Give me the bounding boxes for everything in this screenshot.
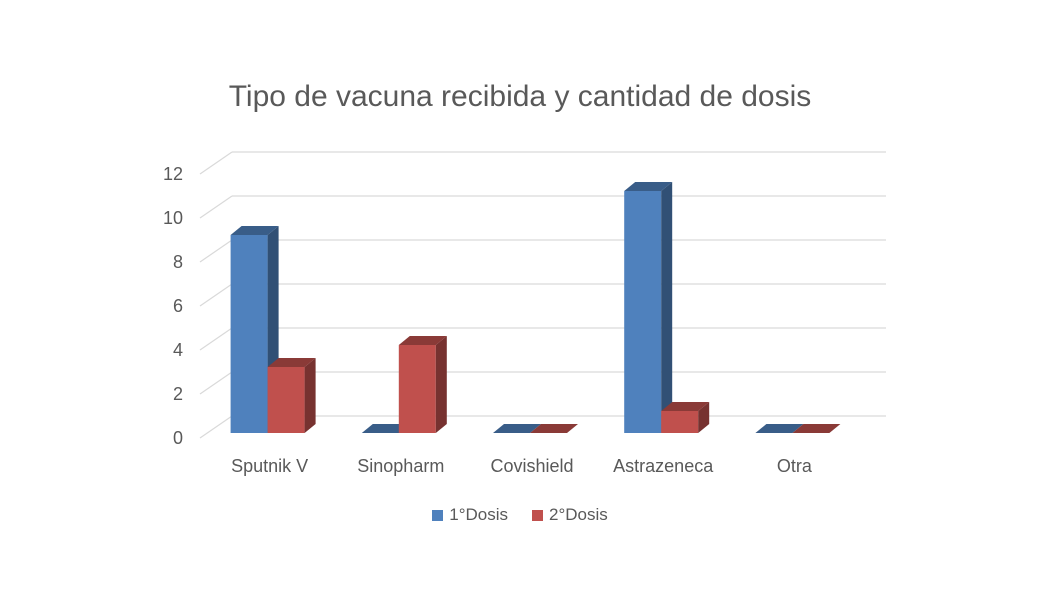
legend: 1°Dosis 2°Dosis xyxy=(0,505,1040,525)
bar-front-face xyxy=(398,345,436,433)
legend-item-series-2: 2°Dosis xyxy=(532,505,608,525)
bars xyxy=(230,182,841,433)
gridline-side-12 xyxy=(199,151,233,175)
bar-top-face xyxy=(230,226,279,235)
bar-top-face xyxy=(267,358,316,367)
bar-top-face xyxy=(493,424,541,433)
y-axis-ticks: 0 2 4 6 8 10 12 xyxy=(163,164,183,448)
legend-label-series-2: 2°Dosis xyxy=(549,505,608,524)
bar-front-face xyxy=(661,411,699,433)
y-tick-label: 6 xyxy=(173,296,183,316)
y-tick-label: 4 xyxy=(173,340,183,360)
x-category-label: Sinopharm xyxy=(357,456,444,476)
gridline-side-6 xyxy=(199,283,233,307)
x-category-label: Otra xyxy=(777,456,813,476)
x-category-label: Sputnik V xyxy=(231,456,308,476)
bar-top-face xyxy=(792,424,841,433)
bar-otra-series-2 xyxy=(792,424,841,433)
bar-side-face xyxy=(304,358,316,433)
legend-item-series-1: 1°Dosis xyxy=(432,505,508,525)
y-tick-label: 0 xyxy=(173,428,183,448)
bar-front-face xyxy=(230,235,268,433)
bar-astrazeneca-series-1 xyxy=(624,182,673,433)
legend-label-series-1: 1°Dosis xyxy=(449,505,508,524)
bar-side-face xyxy=(698,402,710,433)
y-tick-label: 10 xyxy=(163,208,183,228)
gridline-side-2 xyxy=(199,371,233,395)
gridline-side-10 xyxy=(199,195,233,219)
y-tick-label: 2 xyxy=(173,384,183,404)
bar-sputnik-v-series-2 xyxy=(267,358,316,433)
bar-top-face xyxy=(661,402,710,411)
bar-front-face xyxy=(267,367,305,433)
legend-swatch-series-2 xyxy=(532,509,543,521)
bar-top-face xyxy=(755,424,804,433)
bar-front-face xyxy=(624,191,662,433)
x-category-label: Astrazeneca xyxy=(613,456,714,476)
x-category-label: Covishield xyxy=(490,456,573,476)
bar-side-face xyxy=(661,182,673,433)
bar-top-face xyxy=(530,424,578,433)
bar-sinopharm-series-2 xyxy=(398,336,447,433)
bar-covishield-series-1 xyxy=(493,424,541,433)
legend-swatch-series-1 xyxy=(432,509,444,521)
gridline-side-0 xyxy=(199,415,233,439)
gridline-side-4 xyxy=(199,327,233,351)
gridlines xyxy=(199,151,886,439)
bar-top-face xyxy=(624,182,673,191)
bar-top-face xyxy=(398,336,447,345)
y-tick-label: 8 xyxy=(173,252,183,272)
bar-astrazeneca-series-2 xyxy=(661,402,710,433)
bar-sinopharm-series-1 xyxy=(361,424,410,433)
gridline-side-8 xyxy=(199,239,233,263)
y-tick-label: 12 xyxy=(163,164,183,184)
bar-side-face xyxy=(435,336,447,433)
chart-title: Tipo de vacuna recibida y cantidad de do… xyxy=(228,80,812,113)
bar-top-face xyxy=(361,424,410,433)
bar-otra-series-1 xyxy=(755,424,804,433)
bar-covishield-series-2 xyxy=(530,424,578,433)
x-axis-categories: Sputnik V Sinopharm Covishield Astrazeneca O… xyxy=(231,456,813,476)
